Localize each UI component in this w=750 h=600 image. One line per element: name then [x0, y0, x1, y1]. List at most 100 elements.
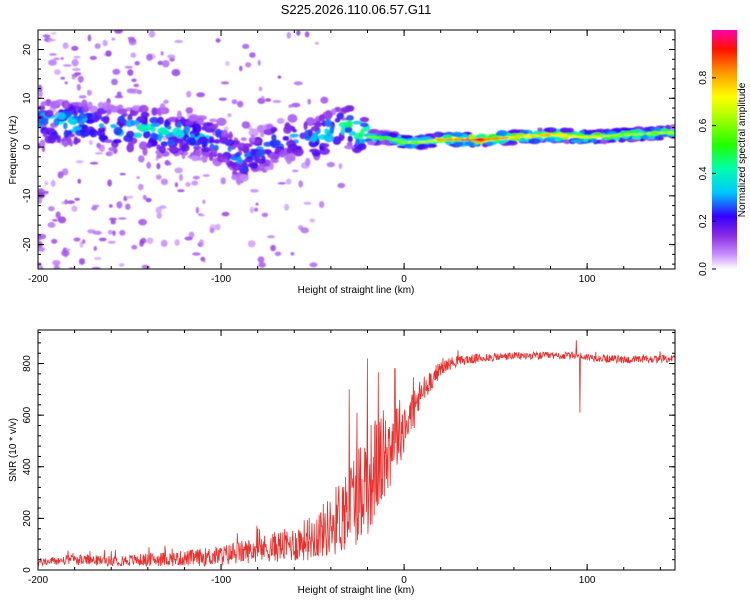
spectrogram-noise-cell [192, 175, 200, 180]
spectrogram-noise-cell [78, 258, 86, 265]
spectrogram-noise-cell [255, 202, 259, 206]
spectrogram-cell [72, 126, 82, 131]
spectrogram-core-cell [461, 138, 469, 141]
spectrogram-cell [347, 135, 353, 143]
spectrogram-noise-cell [261, 95, 265, 100]
spectrogram-cell [270, 126, 278, 132]
spectrogram-cell [310, 135, 317, 143]
spectrogram-cell [185, 120, 194, 126]
spectrogram-cell [132, 132, 143, 138]
spectrogram-cell [213, 123, 219, 128]
spectrogram-cell [231, 174, 238, 181]
spectrogram-cell [150, 126, 156, 133]
spectrogram-noise-cell [111, 37, 116, 41]
spectrogram-cell [123, 134, 134, 142]
snr-ylabel: SNR (10 * v/v) [8, 418, 19, 482]
spectrogram-noise-cell [74, 72, 82, 76]
spectrogram-cell [136, 124, 148, 131]
spectrogram-cell [215, 128, 222, 138]
spectrogram-noise-cell [156, 212, 162, 219]
spectrogram-cell [250, 134, 255, 143]
spectrogram-cell [468, 134, 476, 140]
spectrogram-core-cell [372, 136, 381, 139]
spectrogram-noise-cell [138, 218, 148, 226]
spectrogram-cell [308, 139, 319, 148]
spectrogram-noise-cell [237, 100, 244, 108]
spectrogram-noise-cell [250, 189, 259, 193]
spectrogram-noise-cell [71, 45, 79, 51]
spectrogram-cell [443, 134, 453, 138]
spectrogram-noise-cell [141, 264, 149, 269]
spectrogram-cell [271, 134, 277, 142]
spectrogram-noise-cell [38, 84, 42, 90]
spectrogram-noise-cell [44, 190, 49, 195]
spectrogram-cell [400, 135, 414, 139]
spectrogram-noise-cell [61, 250, 70, 257]
spectrogram-noise-cell [82, 239, 86, 244]
spectrogram-noise-cell [155, 174, 162, 180]
colorbar-label: Normalized spectral amplitude [737, 82, 748, 217]
spectrogram-cell [229, 162, 238, 168]
spectrogram-cell [176, 110, 182, 120]
spectrogram-cell [157, 116, 164, 125]
spectrogram-cell [235, 176, 241, 185]
spectrogram-cell [182, 151, 189, 156]
spectrogram-noise-cell [272, 100, 282, 103]
spectrogram-cell [309, 148, 319, 153]
snr-xtick-label: 0 [401, 575, 407, 586]
spectrogram-core-cell [490, 137, 498, 140]
spectrogram-noise-cell [107, 229, 113, 235]
spectrogram-noise-cell [199, 214, 206, 217]
spectrogram-noise-cell [94, 256, 102, 261]
spectrogram-cell [213, 139, 221, 144]
spectrogram-noise-cell [167, 54, 176, 59]
spectrogram-noise-cell [118, 217, 127, 220]
spectrogram-cell [202, 122, 212, 127]
spectrogram-cell [360, 122, 369, 128]
spectrogram-cell [208, 136, 215, 143]
spectrogram-core-cell [646, 132, 652, 135]
spectrogram-noise-cell [133, 83, 140, 88]
spectrogram-noise-cell [131, 78, 137, 83]
spectrogram-cell [286, 153, 296, 162]
spectrogram-noise-cell [93, 246, 98, 251]
spectrogram-cell [151, 107, 158, 116]
spectrogram-cell [208, 152, 214, 162]
spectrogram-noise-cell [298, 180, 304, 188]
spectrogram-cell [62, 140, 68, 148]
spectrogram-noise-cell [57, 216, 67, 224]
spectrogram-noise-cell [57, 171, 64, 179]
spectrogram-noise-cell [296, 30, 301, 36]
spectrogram-cell [665, 124, 671, 130]
spectrogram-cell [286, 148, 292, 154]
snr-series-line [38, 340, 675, 568]
spectrogram-noise-cell [241, 121, 251, 129]
spectrogram-cell [108, 147, 118, 152]
spectrogram-noise-cell [215, 38, 221, 43]
figure-title: S225.2026.110.06.57.G11 [281, 2, 432, 17]
spectrogram-noise-cell [91, 266, 101, 269]
spectrogram-noise-cell [94, 43, 101, 49]
spectrogram-noise-cell [146, 53, 153, 61]
spectrogram-noise-cell [249, 206, 255, 214]
spectrogram-cell [311, 125, 320, 132]
spectrogram-cell [40, 101, 48, 107]
spectrogram-ytick-label: -20 [22, 237, 33, 252]
spectrogram-cell [146, 142, 152, 149]
spectrogram-noise-cell [50, 179, 56, 187]
spectrogram-noise-cell [148, 30, 156, 38]
spectrogram-noise-cell [307, 98, 312, 105]
spectrogram-cell [157, 132, 162, 142]
spectrogram-cell [498, 140, 504, 145]
spectrogram-noise-cell [231, 99, 238, 105]
spectrogram-cell [233, 152, 241, 158]
spectrogram-cell [104, 139, 113, 144]
spectrogram-cell [117, 104, 124, 110]
spectrogram-noise-cell [74, 197, 80, 201]
spectrogram-noise-cell [79, 241, 84, 248]
spectrogram-noise-cell [130, 52, 137, 58]
spectrogram-noise-cell [47, 222, 56, 228]
spectrogram-cell [242, 145, 249, 154]
spectrogram-cell [160, 106, 167, 114]
